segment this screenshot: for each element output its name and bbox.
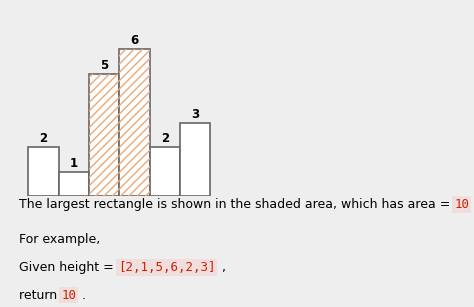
Bar	[59, 172, 89, 196]
Text: ,: ,	[218, 261, 226, 274]
Text: 5: 5	[100, 59, 108, 72]
Text: [2,1,5,6,2,3]: [2,1,5,6,2,3]	[118, 261, 215, 274]
Bar	[119, 49, 150, 196]
Text: unit.: unit.	[472, 198, 474, 211]
Bar	[89, 74, 119, 196]
Text: 3: 3	[191, 108, 199, 121]
Text: Given height =: Given height =	[19, 261, 118, 274]
Text: 6: 6	[130, 34, 138, 47]
Bar	[150, 147, 180, 196]
Text: The largest rectangle is shown in the shaded area, which has area =: The largest rectangle is shown in the sh…	[19, 198, 455, 211]
Text: 10: 10	[61, 289, 76, 301]
Text: 2: 2	[161, 132, 169, 146]
Text: 2: 2	[39, 132, 47, 146]
Bar	[180, 123, 210, 196]
Text: .: .	[79, 289, 86, 301]
Text: 1: 1	[70, 157, 78, 170]
Text: return: return	[19, 289, 61, 301]
Text: 10: 10	[455, 198, 469, 211]
Text: For example,: For example,	[19, 233, 100, 246]
Bar	[119, 49, 150, 196]
Bar	[28, 147, 59, 196]
Bar	[89, 74, 119, 196]
